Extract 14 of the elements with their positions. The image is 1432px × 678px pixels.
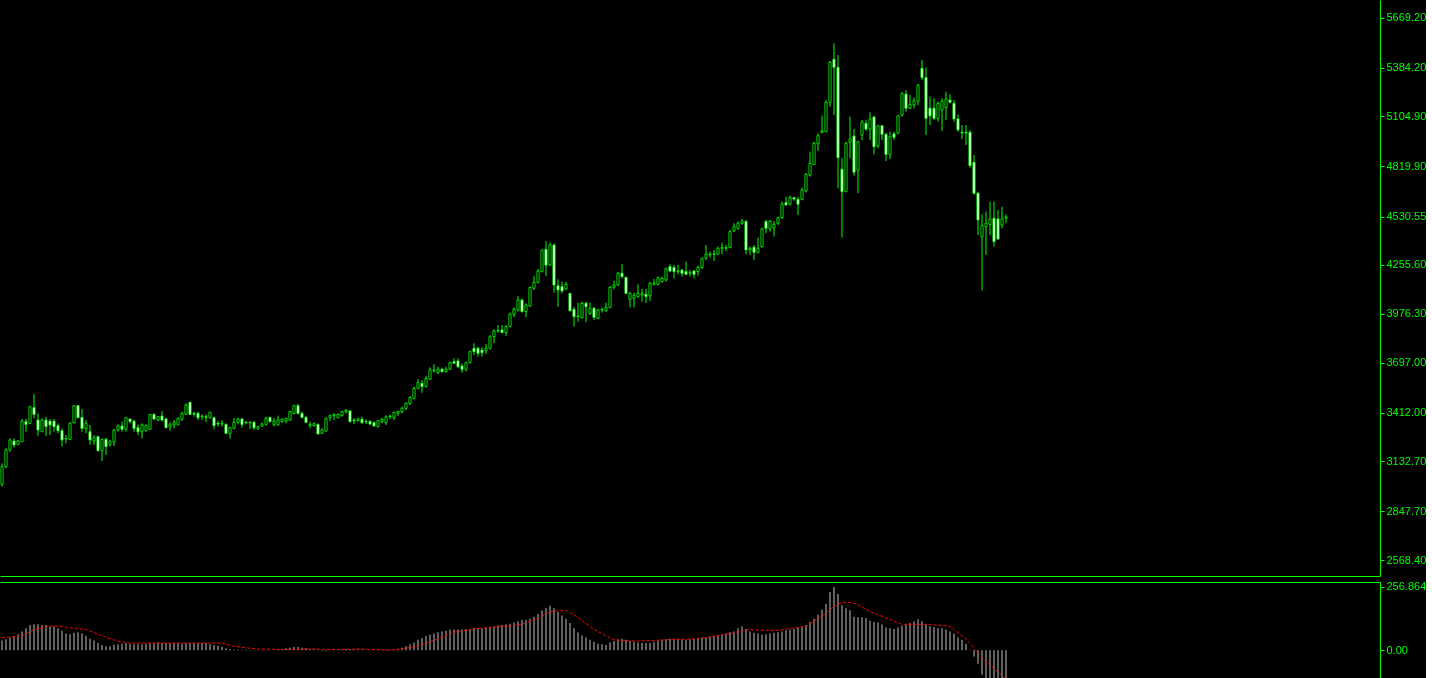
y-tick-label: 0.00 [1386,643,1408,656]
y-tick-label: 5384.20 [1386,61,1427,74]
y-tick-label: 3132.70 [1386,454,1427,467]
y-tick-label: 2568.40 [1386,553,1427,566]
y-tick-label: 4819.90 [1386,159,1427,172]
y-tick-label: 3412.00 [1386,406,1427,418]
y-tick-label: 5669.20 [1386,11,1427,24]
y-tick-label: 2847.70 [1386,504,1427,517]
y-tick-label: 4255.60 [1386,258,1427,271]
y-tick-label: 5104.90 [1386,109,1427,122]
y-tick-label: 256.864 [1386,580,1427,593]
y-tick-label: 3976.30 [1386,307,1427,320]
y-tick-label: 3697.00 [1386,356,1427,369]
y-tick-label: 4530.55 [1386,210,1427,223]
